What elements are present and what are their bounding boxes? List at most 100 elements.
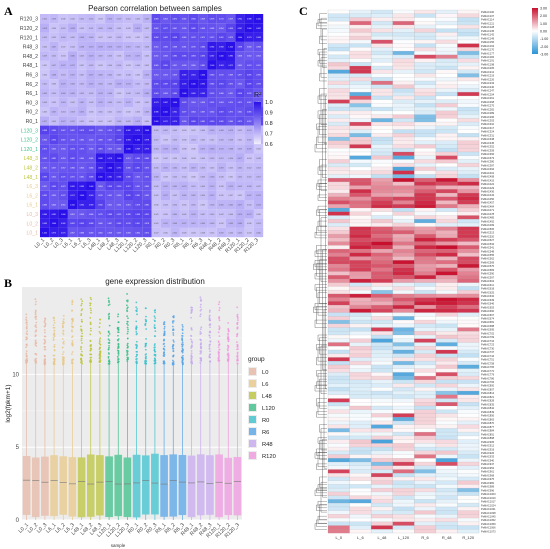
heatmap-cell: [349, 465, 372, 470]
cell-value-label: 0.852: [247, 56, 252, 58]
cell-value-label: 1.000: [238, 37, 243, 39]
row-label: PsMAC1038: [481, 511, 496, 515]
heatmap-cell: [435, 379, 458, 384]
heatmap-cell: [151, 32, 161, 42]
box-body: [169, 454, 178, 517]
heatmap-cell: [457, 36, 480, 41]
cell-value-label: 0.644: [117, 28, 122, 30]
heatmap-cell: [371, 338, 393, 343]
cell-value-label: 0.634: [135, 74, 140, 76]
outlier-point: [43, 325, 46, 328]
heatmap-cell: [392, 353, 415, 358]
heatmap-cell: [414, 372, 437, 377]
heatmap-cell: [414, 312, 437, 317]
cell-value-label: 0.636: [135, 111, 140, 113]
heatmap-cell: [67, 125, 78, 135]
heatmap-cell: [457, 43, 480, 48]
heatmap-cell: [371, 66, 393, 70]
heatmap-cell: [435, 77, 458, 82]
legend-swatch: [249, 404, 256, 411]
cell-value-label: 0.655: [145, 84, 150, 86]
heatmap-cell: [392, 200, 415, 205]
heatmap-cell: [414, 342, 437, 347]
heatmap-cell: [435, 181, 458, 186]
heatmap-cell: [392, 163, 415, 168]
cell-value-label: 0.653: [61, 74, 66, 76]
cell-value-label: 0.850: [247, 46, 252, 48]
heatmap-cell: [226, 23, 236, 33]
heatmap-cell: [414, 196, 437, 201]
cell-value-label: 0.985: [228, 56, 233, 58]
heatmap-cell: [349, 122, 372, 127]
heatmap-cell: [414, 215, 437, 220]
heatmap-cell: [414, 331, 437, 336]
outlier-point: [172, 340, 175, 343]
cell-value-label: 0.899: [117, 139, 122, 141]
heatmap-cell: [198, 125, 208, 135]
heatmap-cell: [435, 353, 458, 358]
cell-value-label: 0.854: [191, 102, 196, 104]
cell-value-label: 1.000: [182, 93, 187, 95]
heatmap-cell: [392, 151, 415, 156]
outlier-point: [135, 355, 138, 358]
heatmap-cell: [67, 116, 78, 126]
heatmap-cell: [328, 39, 350, 44]
box-body: [187, 455, 196, 518]
heatmap-cell: [457, 58, 480, 63]
heatmap-cell: [49, 125, 59, 135]
row-label: PsMAC653: [481, 305, 495, 309]
heatmap-cell: [457, 394, 480, 399]
cell-value-label: 0.857: [70, 232, 75, 234]
outlier-point: [163, 351, 166, 354]
cell-value-label: 0.883: [154, 18, 159, 20]
heatmap-cell: [328, 376, 350, 381]
heatmap-cell: [392, 193, 415, 197]
outlier-point: [182, 362, 184, 364]
cell-value-label: 0.659: [238, 149, 243, 151]
heatmap-cell: [392, 58, 415, 63]
heatmap-cell: [392, 66, 415, 70]
heatmap-cell: [349, 495, 372, 500]
heatmap-cell: [349, 402, 372, 407]
cell-value-label: 0.660: [61, 37, 66, 39]
heatmap-cell: [58, 79, 68, 89]
heatmap-cell: [414, 230, 437, 235]
heatmap-cell: [86, 32, 96, 42]
heatmap-cell: [328, 503, 350, 508]
heatmap-cell: [328, 305, 350, 310]
heatmap-cell: [328, 95, 350, 100]
heatmap-cell: [328, 450, 350, 455]
cell-value-label: 0.867: [108, 223, 113, 225]
outlier-point: [126, 326, 129, 329]
cell-value-label: 0.664: [173, 167, 178, 169]
cell-value-label: 0.868: [80, 232, 85, 234]
row-label: PsMAC709: [481, 335, 495, 339]
outlier-point: [43, 331, 46, 334]
outlier-point: [99, 332, 102, 335]
heatmap-cell: [349, 114, 372, 119]
outlier-point: [163, 339, 165, 342]
heatmap-cell: [457, 491, 480, 496]
outlier-point: [136, 354, 138, 356]
heatmap-cell: [328, 69, 350, 74]
heatmap-cell: [414, 204, 437, 209]
heatmap-cell: [142, 172, 152, 182]
cell-value-label: 0.971: [70, 195, 75, 197]
heatmap-cell: [392, 99, 415, 104]
cell-value-label: 0.882: [210, 84, 215, 86]
cell-value-label: 0.850: [191, 65, 196, 67]
row-label: PsMAC513: [481, 231, 495, 235]
outlier-point: [199, 344, 202, 346]
row-label: R48_1: [23, 63, 38, 69]
cell-value-label: 0.889: [89, 177, 94, 179]
outlier-point: [199, 306, 202, 309]
cell-value-label: 0.669: [219, 167, 224, 169]
heatmap-cell: [457, 21, 480, 26]
cell-value-label: 0.898: [108, 186, 113, 188]
cell-value-label: 0.650: [117, 102, 122, 104]
heatmap-cell: [371, 394, 393, 399]
heatmap-cell: [371, 155, 393, 160]
heatmap-cell: [77, 190, 87, 200]
row-label: PsMAC387: [481, 163, 495, 167]
cell-value-label: 0.676: [228, 130, 233, 132]
